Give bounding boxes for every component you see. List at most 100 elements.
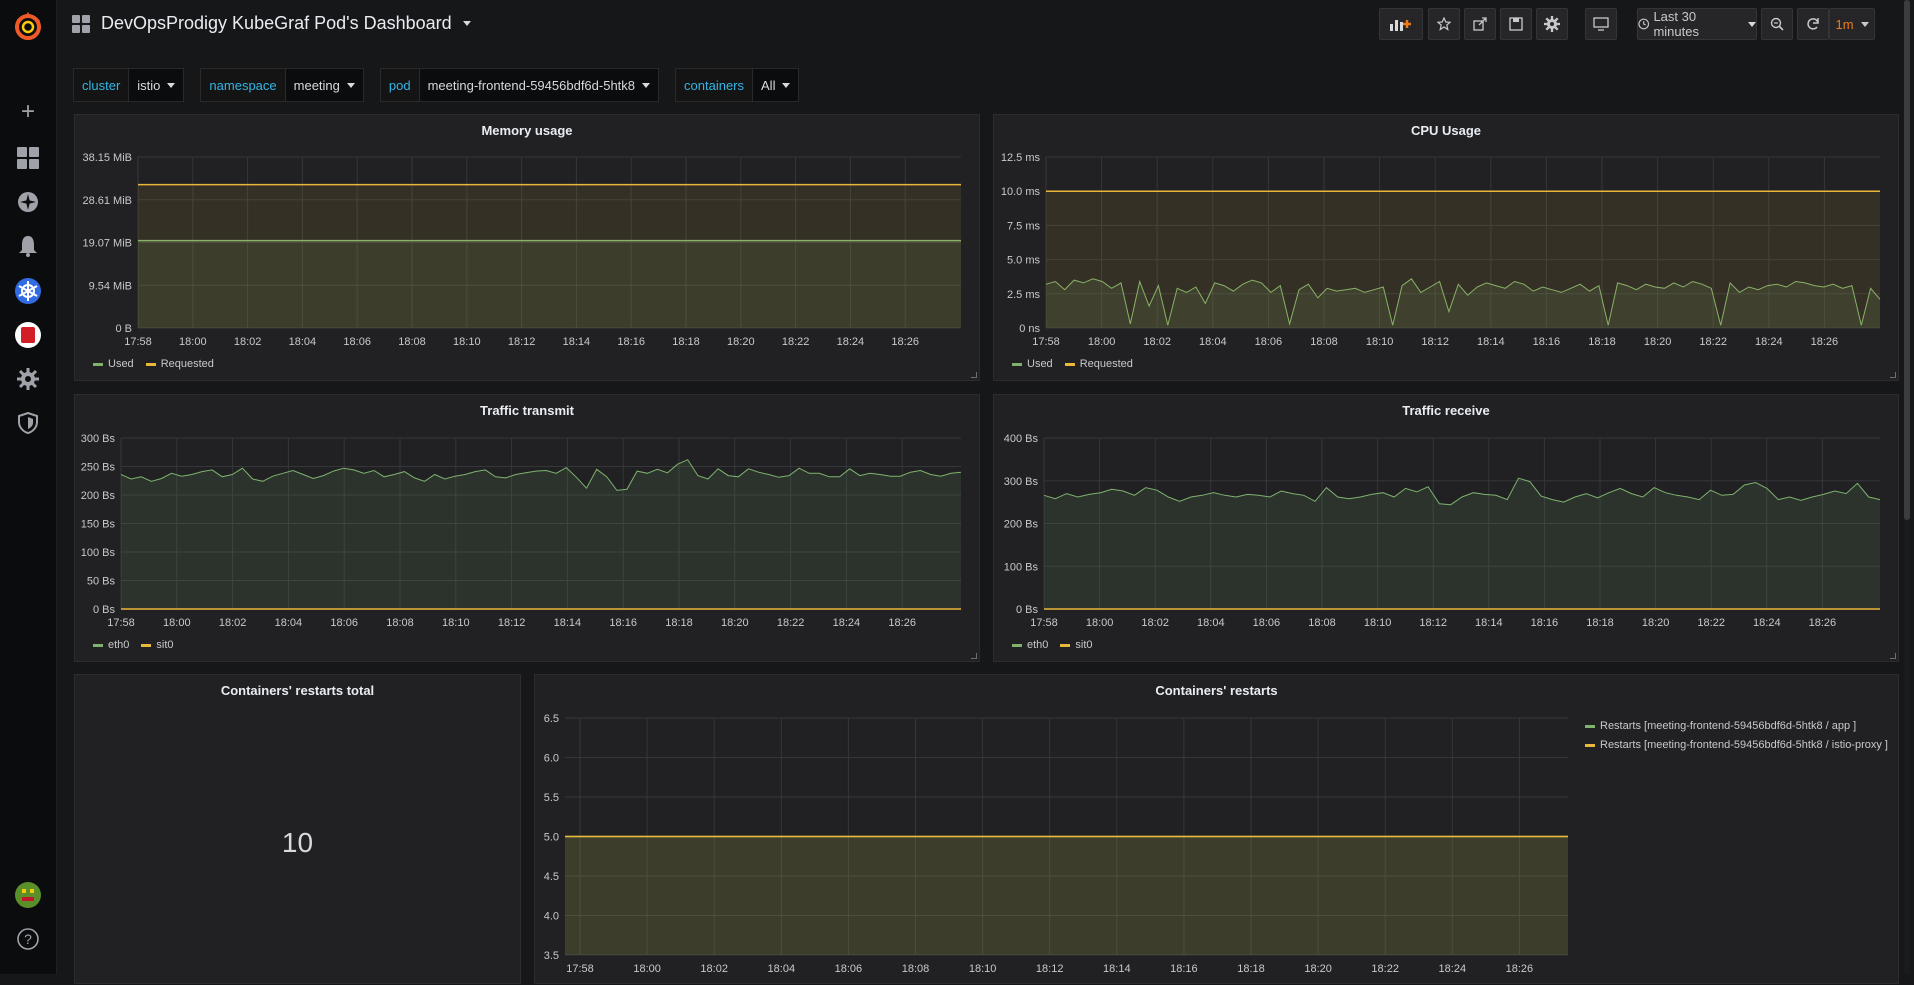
variable-value: istio [137,77,161,93]
legend-item-requested[interactable]: Requested [1064,358,1133,370]
legend-item-used[interactable]: Used [93,358,134,370]
chevron-down-icon [167,82,176,88]
y-tick-label: 0 Bs [1016,604,1039,616]
x-tick-label: 18:24 [837,336,865,348]
series-line [1043,477,1881,506]
panel-title[interactable]: Traffic transmit [480,403,574,418]
x-tick-label: 18:24 [1753,617,1781,629]
resize-handle[interactable] [971,372,977,378]
configuration-icon[interactable] [12,363,44,395]
variable-namespace-select[interactable]: meeting [285,68,364,102]
legend-item-used[interactable]: Used [1012,358,1053,370]
resize-handle[interactable] [1890,653,1896,659]
panel-traffic-transmit[interactable]: Traffic transmit 0 Bs 50 Bs 100 Bs 150 Bs 20… [74,394,980,662]
panel-title[interactable]: Containers' restarts total [220,683,375,698]
x-tick-label: 18:12 [498,617,526,629]
alerting-icon[interactable] [12,230,44,262]
explore-icon[interactable] [12,186,44,218]
resize-handle[interactable] [971,653,977,659]
panel-memory-usage[interactable]: Memory usage 0 B 9.54 MiB 19.07 MiB 28.61 M… [74,114,980,381]
legend-item-sit0[interactable]: sit0 [141,639,174,651]
app-plugin-icon[interactable] [12,319,44,351]
legend-item-app[interactable]: Restarts [meeting-frontend-59456bdf6d-5h… [1585,720,1888,732]
variable-pod-select[interactable]: meeting-frontend-59456bdf6d-5htk8 [419,68,660,102]
time-range-label: Last 30 minutes [1653,9,1699,39]
x-tick-label: 18:00 [1088,336,1116,348]
legend-label: Restarts [meeting-frontend-59456bdf6d-5h… [1600,720,1857,732]
legend: eth0 sit0 [1012,639,1093,651]
x-tick-label: 18:22 [1697,617,1725,629]
template-variables: cluster istio namespace meeting pod meet… [73,68,800,102]
x-tick-label: 18:06 [330,617,358,629]
y-tick-label: 6.0 [544,753,559,765]
panel-containers-restarts[interactable]: Containers' restarts 3.5 4.0 4.5 5.0 5.5 6.0 6… [534,674,1899,984]
x-tick-label: 18:02 [234,336,262,348]
add-icon[interactable]: + [20,98,35,125]
panel-title[interactable]: Memory usage [481,123,573,138]
grafana-logo-icon[interactable] [10,8,46,44]
x-tick-label: 18:20 [727,336,755,348]
y-tick-label: 5.0 ms [1007,255,1041,267]
x-tick-label: 18:02 [1143,336,1171,348]
y-tick-label: 250 Bs [81,462,116,474]
x-tick-label: 17:58 [1030,617,1058,629]
x-tick-label: 18:22 [1371,963,1399,975]
scrollbar-thumb[interactable] [1904,0,1910,520]
page-scrollbar[interactable] [1904,0,1910,974]
settings-gear-icon[interactable] [1536,8,1568,40]
memory-chart: 0 B 9.54 MiB 19.07 MiB 28.61 MiB 38.15 MiB 17… [82,152,961,348]
y-tick-label: 300 Bs [1004,476,1039,488]
y-tick-label: 38.15 MiB [82,152,132,164]
legend-item-eth0[interactable]: eth0 [93,639,129,651]
restarts-chart: 3.5 4.0 4.5 5.0 5.5 6.0 6.5 17:58 18:00 18:02 18:0… [544,713,1568,975]
x-tick-label: 18:24 [1439,963,1467,975]
refresh-interval-picker[interactable]: 1m [1829,8,1875,40]
legend-item-sit0[interactable]: sit0 [1060,639,1093,651]
variable-containers-select[interactable]: All [753,68,800,102]
star-icon[interactable] [1428,8,1460,40]
resize-handle[interactable] [1890,372,1896,378]
kubernetes-icon[interactable] [12,275,44,307]
x-tick-label: 18:04 [289,336,317,348]
x-tick-label: 18:00 [163,617,191,629]
help-icon[interactable]: ? [12,923,44,955]
legend-item-requested[interactable]: Requested [145,358,214,370]
chevron-down-icon [1748,21,1756,27]
chevron-down-icon [462,21,471,26]
x-tick-label: 18:04 [275,617,303,629]
x-tick-label: 18:10 [442,617,470,629]
panel-title[interactable]: Containers' restarts [1155,683,1278,698]
save-icon[interactable] [1500,8,1532,40]
y-tick-label: 150 Bs [81,519,116,531]
dashboard-grid-icon[interactable] [72,15,90,33]
time-picker-button[interactable]: Last 30 minutes [1637,8,1757,40]
admin-shield-icon[interactable] [12,407,44,439]
panel-cpu-usage[interactable]: CPU Usage 0 ns 2.5 ms 5.0 ms 7.5 ms 10.0 ms 1… [993,114,1899,381]
variable-cluster-select[interactable]: istio [129,68,185,102]
x-tick-label: 18:04 [1199,336,1227,348]
legend-item-istio-proxy[interactable]: Restarts [meeting-frontend-59456bdf6d-5h… [1585,739,1888,751]
y-tick-label: 6.5 [544,713,559,725]
y-tick-label: 0 Bs [93,604,116,616]
x-tick-label: 17:58 [1032,336,1060,348]
tv-mode-icon[interactable] [1585,8,1617,40]
legend-item-eth0[interactable]: eth0 [1012,639,1048,651]
series-area [1046,191,1880,328]
stat-value: 10 [281,827,314,858]
legend-label: Restarts [meeting-frontend-59456bdf6d-5h… [1600,739,1888,751]
refresh-icon[interactable] [1797,8,1829,40]
y-tick-label: 2.5 ms [1007,289,1041,301]
user-avatar-icon[interactable] [12,879,44,911]
x-tick-label: 18:22 [1699,336,1727,348]
add-panel-button[interactable] [1379,8,1423,40]
y-tick-label: 4.0 [544,911,559,923]
panel-title[interactable]: Traffic receive [1402,403,1490,418]
share-icon[interactable] [1464,8,1496,40]
panel-title[interactable]: CPU Usage [1410,123,1482,138]
panel-restarts-total[interactable]: Containers' restarts total 10 [74,674,521,984]
variable-namespace: namespace meeting [200,68,364,102]
dashboards-icon[interactable] [12,142,44,174]
panel-traffic-receive[interactable]: Traffic receive 0 Bs 100 Bs 200 Bs 300 Bs 40… [993,394,1899,662]
zoom-out-icon[interactable] [1761,8,1793,40]
dashboard-title[interactable]: DevOpsProdigy KubeGraf Pod's Dashboard [101,13,471,34]
